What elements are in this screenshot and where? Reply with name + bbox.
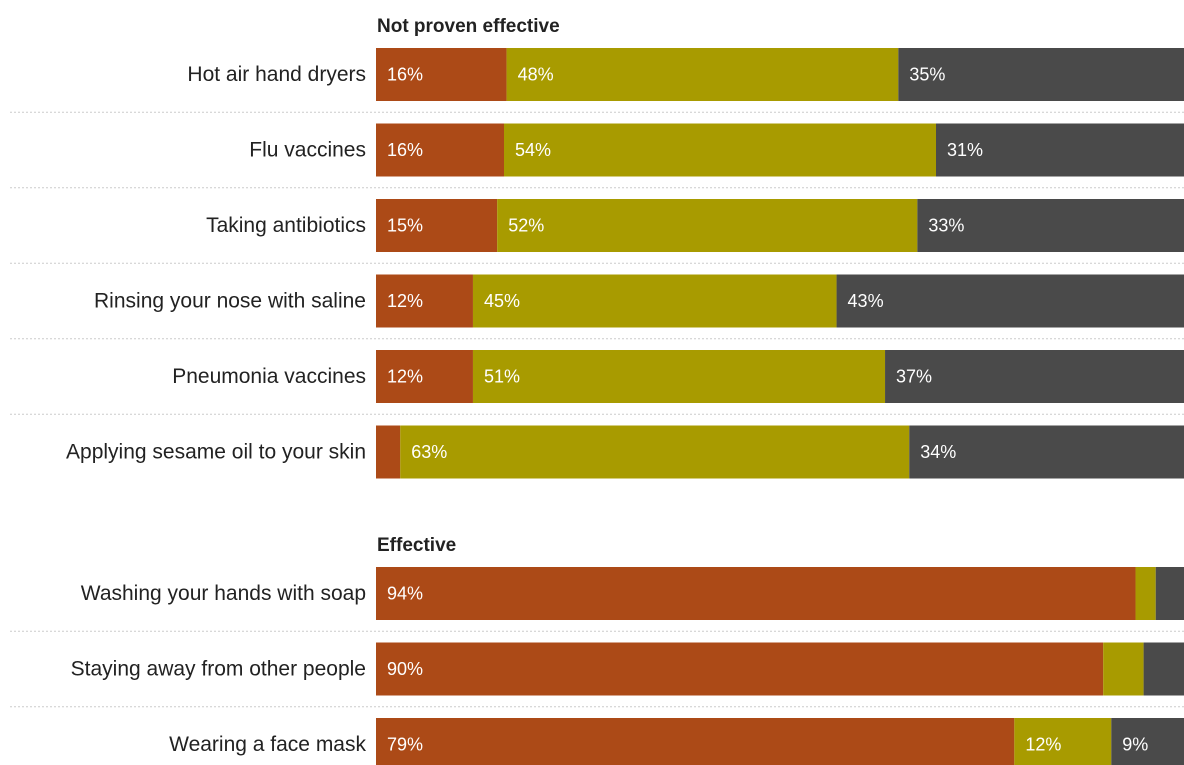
data-label: 45% [484, 291, 520, 311]
row-label: Rinsing your nose with saline [94, 290, 366, 313]
bar-segment [885, 350, 1184, 403]
bar-segment [376, 274, 473, 328]
bar-segment [376, 718, 1015, 765]
bar-segment [376, 425, 401, 479]
bar-segment [1103, 642, 1144, 696]
bar-segment [376, 642, 1104, 696]
bar-segment [376, 567, 1136, 620]
row-label: Washing your hands with soap [81, 582, 366, 605]
data-label: 34% [920, 442, 956, 462]
bar-segment [472, 274, 837, 328]
data-label: 79% [387, 735, 423, 755]
row-label: Hot air hand dryers [187, 63, 366, 86]
bar-segment [506, 48, 899, 101]
data-label: 63% [411, 442, 447, 462]
data-label: 94% [387, 584, 423, 604]
bar-segment [1143, 642, 1184, 696]
row-label: Staying away from other people [71, 658, 366, 681]
bar-segment [376, 48, 507, 101]
data-label: 15% [387, 216, 423, 236]
bar-segment [376, 199, 498, 252]
data-label: 90% [387, 659, 423, 679]
data-label: 12% [387, 291, 423, 311]
section-title: Not proven effective [377, 16, 560, 37]
bar-segment [1135, 567, 1156, 620]
bar-segment [936, 123, 1184, 177]
bar-segment [504, 123, 936, 177]
data-label: 9% [1122, 735, 1148, 755]
data-label: 43% [848, 291, 884, 311]
data-label: 51% [484, 367, 520, 387]
bar-segment [497, 199, 918, 252]
bar-segment [1155, 567, 1184, 620]
bar-segment [472, 350, 886, 403]
data-label: 31% [947, 140, 983, 160]
data-label: 35% [909, 65, 945, 85]
bar-segment [898, 48, 1184, 101]
bar-segment [400, 425, 910, 479]
row-label: Pneumonia vaccines [172, 365, 366, 388]
data-label: 16% [387, 65, 423, 85]
bar-segment [376, 123, 504, 177]
data-label: 52% [508, 216, 544, 236]
data-label: 37% [896, 367, 932, 387]
data-label: 48% [518, 65, 554, 85]
data-label: 12% [387, 367, 423, 387]
data-label: 33% [928, 216, 964, 236]
data-label: 54% [515, 140, 551, 160]
bar-segment [376, 350, 473, 403]
row-label: Wearing a face mask [169, 733, 366, 756]
bar-segment [1111, 718, 1184, 765]
bar-segment [909, 425, 1184, 479]
data-label: 12% [1025, 735, 1061, 755]
bar-segment [836, 274, 1184, 328]
bar-segment [1014, 718, 1112, 765]
section-title: Effective [377, 535, 456, 556]
row-label: Applying sesame oil to your skin [66, 441, 366, 464]
bar-segment [917, 199, 1184, 252]
data-label: 16% [387, 140, 423, 160]
row-label: Taking antibiotics [206, 214, 366, 237]
row-label: Flu vaccines [249, 139, 366, 162]
